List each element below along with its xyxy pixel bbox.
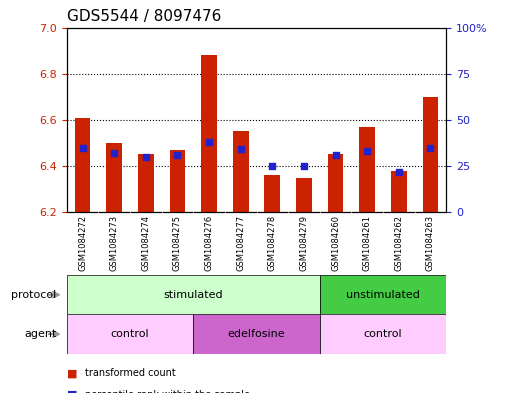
Point (142, 154, 150, 160)
Bar (264, 175, 280, 212)
Text: GSM1084273: GSM1084273 (110, 215, 119, 272)
Text: GSM1084274: GSM1084274 (141, 215, 150, 271)
Bar (296, 178, 312, 212)
Text: GSM1084276: GSM1084276 (205, 215, 213, 272)
Point (300, 163, 308, 169)
Text: GDS5544 / 8097476: GDS5544 / 8097476 (67, 9, 221, 24)
Point (78, 144, 87, 151)
Text: GSM1084279: GSM1084279 (300, 215, 308, 271)
Text: agent: agent (24, 329, 56, 339)
Text: GSM1084278: GSM1084278 (268, 215, 277, 272)
Text: control: control (364, 329, 402, 339)
Bar (233, 131, 249, 212)
Bar (193, 314, 320, 354)
Text: edelfosine: edelfosine (228, 329, 285, 339)
Text: GSM1084260: GSM1084260 (331, 215, 340, 271)
Point (205, 139, 213, 145)
Point (173, 152, 182, 158)
Text: GSM1084261: GSM1084261 (363, 215, 372, 271)
Bar (423, 97, 439, 212)
Point (110, 150, 118, 156)
Text: transformed count: transformed count (85, 368, 175, 378)
Bar (391, 171, 407, 212)
Text: GSM1084272: GSM1084272 (78, 215, 87, 271)
Text: protocol: protocol (11, 290, 56, 300)
Text: GSM1084275: GSM1084275 (173, 215, 182, 271)
Bar (106, 143, 122, 212)
Text: unstimulated: unstimulated (346, 290, 420, 300)
Bar (74, 118, 90, 212)
Bar (138, 154, 154, 212)
Bar (320, 314, 446, 354)
Point (331, 152, 340, 158)
Text: GSM1084277: GSM1084277 (236, 215, 245, 272)
Bar (169, 150, 185, 212)
Bar (359, 127, 375, 212)
Point (236, 146, 245, 152)
Bar (67, 314, 193, 354)
Point (394, 169, 403, 175)
Text: GSM1084262: GSM1084262 (394, 215, 403, 271)
Bar (67, 275, 320, 314)
Text: stimulated: stimulated (164, 290, 223, 300)
Text: ■: ■ (67, 368, 77, 378)
Text: control: control (111, 329, 149, 339)
Bar (328, 154, 344, 212)
Text: GSM1084263: GSM1084263 (426, 215, 435, 272)
Point (426, 144, 435, 151)
Text: ■: ■ (67, 390, 77, 393)
Bar (201, 55, 217, 212)
Text: percentile rank within the sample: percentile rank within the sample (85, 390, 250, 393)
Point (268, 163, 277, 169)
Point (363, 148, 371, 154)
Bar (320, 275, 446, 314)
